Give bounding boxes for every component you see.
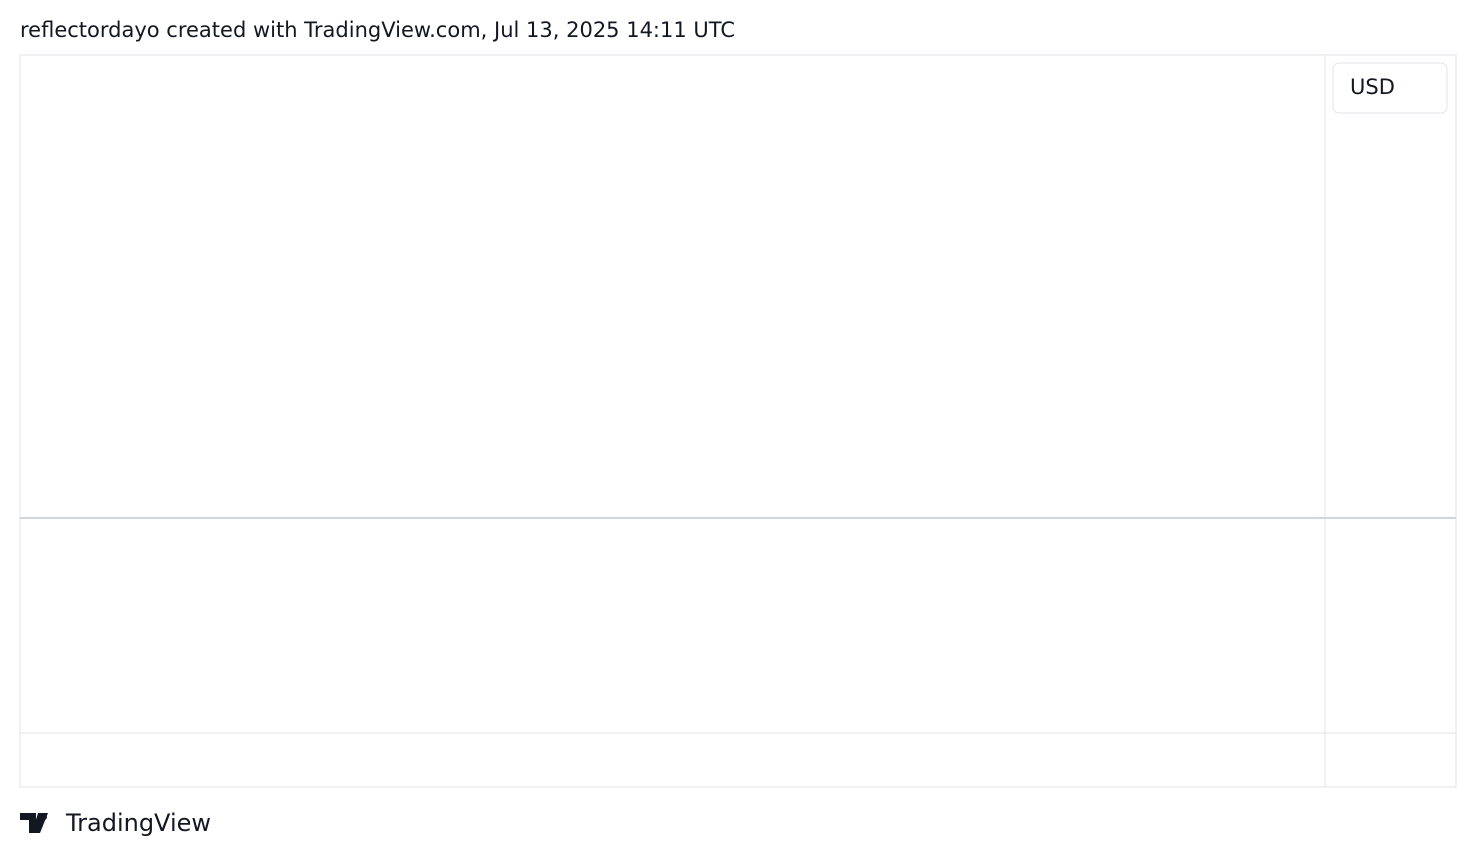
logo-mark (20, 813, 48, 833)
logo-dot (41, 814, 47, 820)
currency-button[interactable] (1332, 62, 1448, 114)
footer-brand: TradingView (65, 809, 211, 837)
logo (20, 813, 48, 833)
chart-frame (19, 54, 1457, 788)
attribution: reflectordayo created with TradingView.c… (20, 18, 735, 42)
currency[interactable]: USD (1350, 75, 1395, 99)
